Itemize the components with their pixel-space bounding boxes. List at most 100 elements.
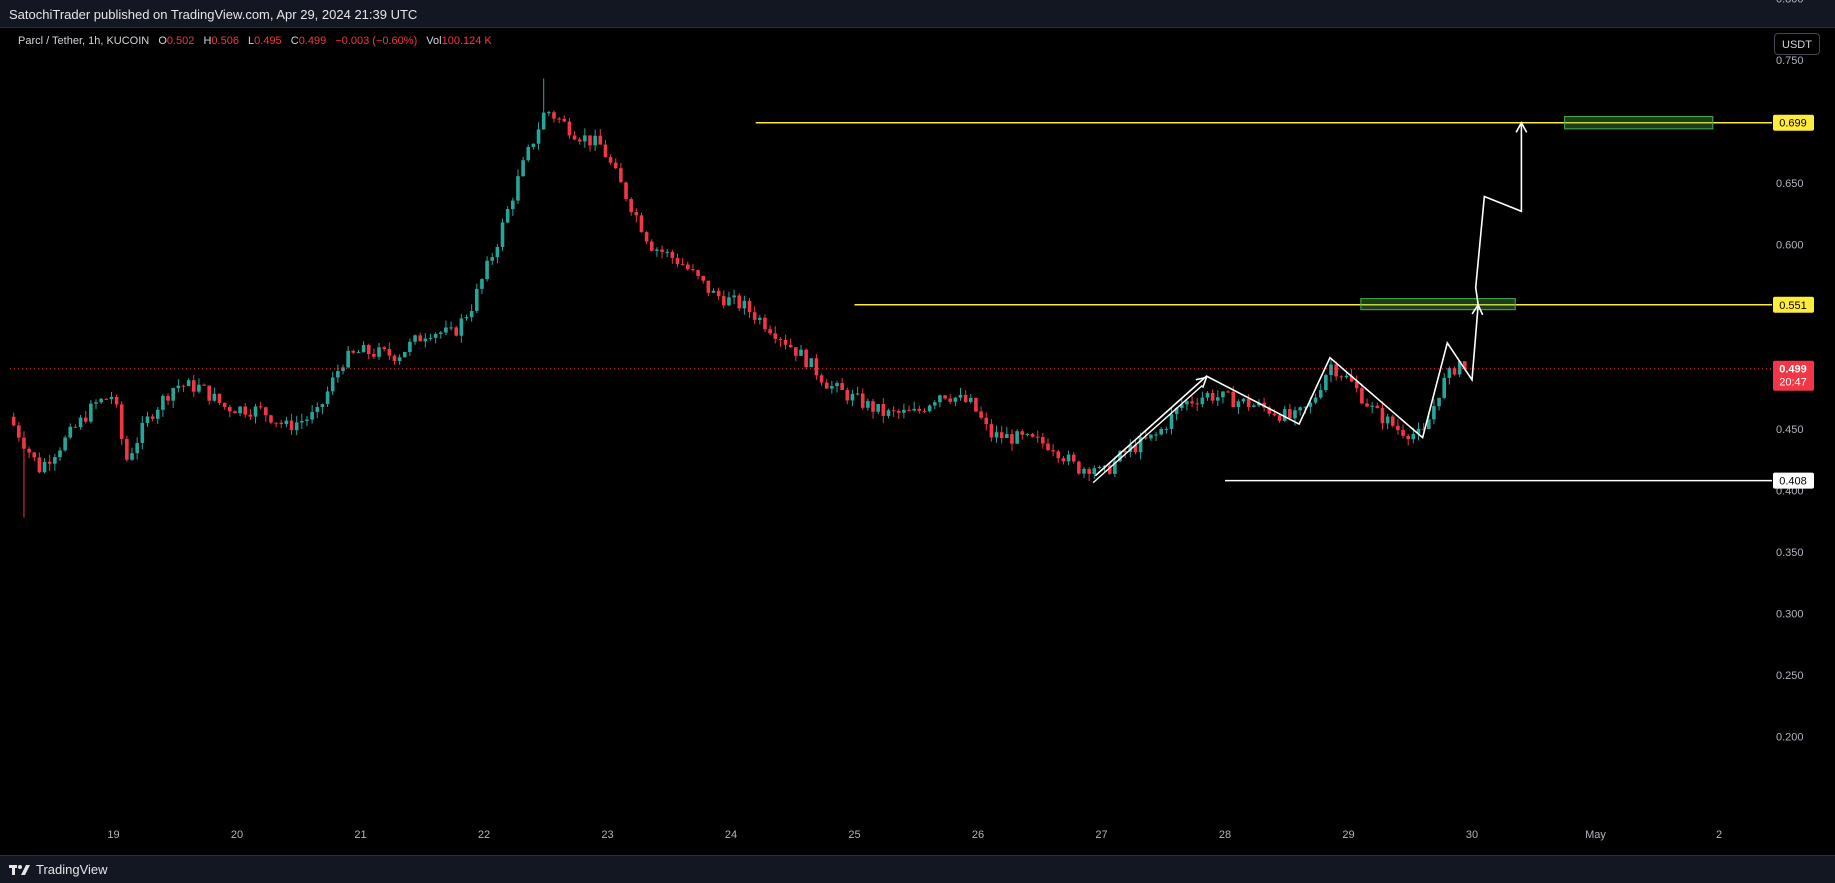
- candle-body[interactable]: [1118, 451, 1122, 462]
- candle-body[interactable]: [691, 269, 695, 271]
- candle-body[interactable]: [1179, 404, 1184, 408]
- candle-body[interactable]: [89, 403, 93, 422]
- candle-body[interactable]: [876, 404, 880, 412]
- candle-body[interactable]: [706, 280, 711, 293]
- candle-body[interactable]: [1143, 437, 1148, 439]
- candle-body[interactable]: [891, 410, 896, 412]
- candle-body[interactable]: [11, 416, 16, 426]
- candle-body[interactable]: [660, 249, 664, 252]
- candle-body[interactable]: [1107, 465, 1112, 474]
- candle-body[interactable]: [130, 453, 134, 460]
- candle-body[interactable]: [222, 402, 227, 408]
- candle-body[interactable]: [402, 351, 407, 358]
- candle-body[interactable]: [552, 112, 556, 119]
- candle-body[interactable]: [1066, 454, 1071, 462]
- candle-body[interactable]: [330, 377, 335, 392]
- candle-body[interactable]: [238, 406, 242, 414]
- candle-body[interactable]: [1005, 434, 1009, 439]
- candle-body[interactable]: [927, 405, 932, 412]
- candle-body[interactable]: [943, 395, 947, 399]
- candle-body[interactable]: [125, 438, 129, 460]
- candle-body[interactable]: [953, 397, 958, 402]
- candle-body[interactable]: [727, 297, 731, 306]
- candle-body[interactable]: [881, 404, 886, 416]
- candle-body[interactable]: [94, 402, 98, 404]
- candle-body[interactable]: [1267, 407, 1272, 414]
- candle-body[interactable]: [866, 401, 870, 408]
- candle-body[interactable]: [644, 232, 649, 242]
- candle-body[interactable]: [42, 461, 47, 473]
- candle-body[interactable]: [1051, 450, 1055, 452]
- candle-body[interactable]: [1056, 451, 1061, 459]
- candle-body[interactable]: [392, 355, 397, 362]
- candle-body[interactable]: [1252, 405, 1256, 407]
- candle-body[interactable]: [685, 264, 690, 270]
- candle-body[interactable]: [73, 426, 78, 428]
- candle-body[interactable]: [155, 409, 160, 419]
- candle-body[interactable]: [1318, 389, 1323, 398]
- candle-body[interactable]: [1133, 445, 1138, 453]
- candle-body[interactable]: [629, 199, 633, 213]
- candle-body[interactable]: [197, 384, 201, 392]
- candle-body[interactable]: [433, 333, 438, 338]
- symbol-title[interactable]: Parcl / Tether, 1h, KUCOIN: [18, 35, 150, 47]
- candle-body[interactable]: [372, 353, 376, 357]
- candle-body[interactable]: [675, 257, 680, 265]
- candle-body[interactable]: [47, 461, 52, 464]
- candle-body[interactable]: [22, 437, 26, 449]
- candle-body[interactable]: [485, 260, 489, 280]
- candle-body[interactable]: [963, 394, 968, 402]
- candle-body[interactable]: [1380, 408, 1385, 424]
- candle-body[interactable]: [191, 380, 196, 392]
- candle-body[interactable]: [1365, 403, 1369, 407]
- candle-body[interactable]: [99, 398, 103, 403]
- candle-body[interactable]: [1169, 414, 1174, 429]
- candle-body[interactable]: [778, 338, 783, 340]
- candle-body[interactable]: [804, 349, 808, 368]
- candle-body[interactable]: [37, 457, 42, 473]
- candle-body[interactable]: [541, 112, 546, 130]
- candle-body[interactable]: [1128, 445, 1133, 453]
- candle-body[interactable]: [284, 420, 289, 425]
- candle-body[interactable]: [1406, 435, 1410, 440]
- candle-body[interactable]: [1313, 397, 1318, 403]
- candle-body[interactable]: [1159, 428, 1163, 435]
- candle-body[interactable]: [752, 312, 757, 320]
- candle-body[interactable]: [325, 391, 330, 405]
- candle-body[interactable]: [243, 406, 248, 415]
- candle-body[interactable]: [932, 402, 937, 406]
- candle-body[interactable]: [938, 395, 942, 403]
- candle-body[interactable]: [279, 422, 284, 425]
- candle-body[interactable]: [1102, 465, 1107, 467]
- candle-body[interactable]: [912, 408, 916, 411]
- candle-body[interactable]: [418, 335, 422, 342]
- candle-body[interactable]: [526, 147, 531, 161]
- candle-body[interactable]: [624, 182, 628, 200]
- candle-body[interactable]: [186, 380, 191, 386]
- candle-body[interactable]: [269, 415, 273, 423]
- candle-body[interactable]: [423, 338, 428, 342]
- candle-body[interactable]: [1432, 406, 1436, 420]
- candle-body[interactable]: [742, 300, 747, 309]
- candle-body[interactable]: [505, 209, 510, 223]
- candle-body[interactable]: [619, 168, 623, 183]
- candle-body[interactable]: [974, 397, 978, 412]
- candle-body[interactable]: [1298, 407, 1302, 411]
- candle-body[interactable]: [711, 290, 716, 293]
- candle-body[interactable]: [572, 135, 577, 140]
- candle-body[interactable]: [320, 404, 325, 408]
- target-zone[interactable]: [1360, 298, 1516, 311]
- chart-area[interactable]: [10, 28, 1835, 855]
- candle-body[interactable]: [557, 118, 561, 120]
- candle-body[interactable]: [114, 396, 119, 405]
- candle-body[interactable]: [886, 410, 891, 416]
- candle-body[interactable]: [294, 422, 299, 431]
- candle-body[interactable]: [1401, 430, 1405, 436]
- candle-body[interactable]: [845, 389, 850, 401]
- candle-body[interactable]: [511, 200, 515, 210]
- candle-body[interactable]: [500, 222, 505, 247]
- candle-body[interactable]: [1277, 415, 1282, 421]
- candle-body[interactable]: [968, 397, 973, 402]
- candle-body[interactable]: [336, 370, 340, 378]
